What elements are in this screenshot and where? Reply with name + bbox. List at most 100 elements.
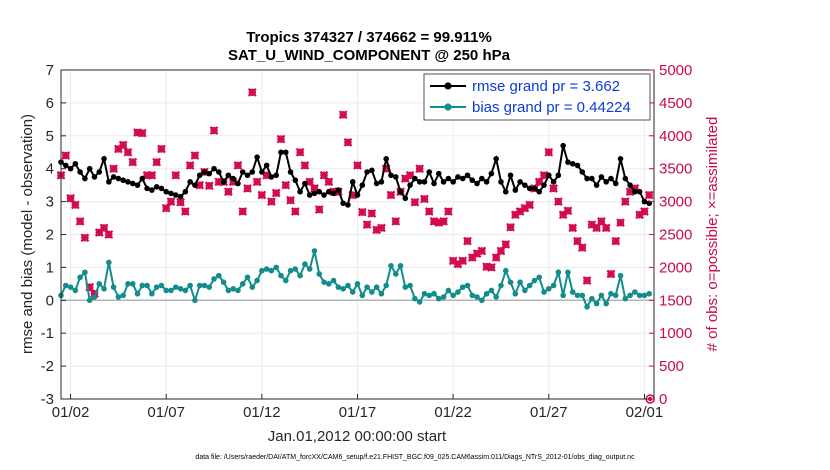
- obs-assimilated-point: [94, 228, 104, 237]
- obs-assimilated-point: [357, 207, 367, 217]
- obs-assimilated-point: [123, 147, 133, 157]
- right-tick-label: 1000: [659, 325, 692, 342]
- bias-point: [402, 284, 409, 290]
- obs-assimilated-point: [597, 216, 606, 226]
- bias-point: [426, 292, 433, 299]
- bias-point: [545, 285, 552, 292]
- bias-point: [364, 284, 370, 290]
- bias-point: [254, 277, 260, 284]
- rmse-point: [493, 156, 499, 162]
- bias-point: [115, 294, 122, 300]
- rmse-point: [67, 165, 74, 172]
- bias-point: [282, 277, 289, 284]
- bias-point: [134, 290, 141, 297]
- bias-point: [316, 271, 323, 277]
- obs-assimilated-point: [338, 110, 348, 120]
- bias-point: [388, 262, 394, 269]
- rmse-point: [603, 179, 609, 185]
- bias-point: [383, 282, 389, 289]
- obs-assimilated-point: [367, 209, 377, 218]
- rmse-point: [565, 159, 571, 165]
- bias-point: [531, 277, 538, 284]
- obs-assimilated-point: [243, 184, 252, 193]
- obs-assimilated-point: [80, 233, 90, 243]
- legend-box: [423, 73, 651, 121]
- obs-assimilated-point: [295, 147, 305, 157]
- bias-point: [96, 281, 103, 287]
- rmse-point: [302, 180, 308, 187]
- left-tick-label: 6: [46, 95, 54, 112]
- x-tick-label: 01/27: [530, 404, 568, 421]
- bias-point: [216, 272, 222, 279]
- rmse-point: [536, 188, 543, 195]
- bias-point: [479, 297, 485, 304]
- rmse-point: [550, 179, 557, 185]
- bias-point: [82, 269, 88, 276]
- obs-assimilated-point: [209, 126, 219, 135]
- bias-point: [608, 290, 614, 297]
- right-axis-ticks: 0 500 1000 1500 2000 2500 3000 3500 4000 4500 5000: [649, 62, 692, 408]
- left-tick-label: 1: [46, 259, 54, 276]
- bias-point: [522, 287, 528, 294]
- obs-assimilated-point: [128, 157, 138, 167]
- obs-assimilated-point: [644, 190, 654, 200]
- rmse-point: [62, 162, 69, 169]
- bias-point: [493, 294, 499, 300]
- bias-point: [359, 292, 366, 299]
- rmse-point: [469, 177, 476, 184]
- obs-assimilated-point: [180, 207, 190, 216]
- obs-assimilated-point: [386, 190, 396, 200]
- obs-assimilated-point: [233, 161, 243, 170]
- rmse-point: [287, 169, 294, 175]
- bias-point: [72, 287, 79, 294]
- bias-point: [459, 284, 466, 290]
- left-tick-label: 0: [46, 292, 54, 309]
- obs-assimilated-point: [420, 194, 429, 204]
- left-tick-label: 2: [46, 227, 54, 244]
- rmse-point: [163, 188, 170, 195]
- obs-assimilated-point: [324, 177, 334, 187]
- legend-rmse-label: rmse grand pr = 3.662: [472, 78, 620, 95]
- rmse-point: [82, 175, 88, 182]
- rmse-point: [192, 182, 198, 188]
- obs-assimilated-point: [147, 170, 157, 180]
- rmse-point: [144, 185, 150, 192]
- obs-assimilated-point: [487, 263, 496, 272]
- right-tick-label: 2500: [659, 227, 692, 244]
- obs-assimilated-point: [152, 157, 162, 167]
- obs-assimilated-point: [391, 216, 401, 226]
- obs-assimilated-point: [300, 161, 310, 170]
- bias-point: [407, 282, 413, 289]
- rmse-point: [244, 172, 251, 179]
- rmse-point: [249, 169, 256, 175]
- rmse-point: [474, 180, 480, 187]
- bias-point: [598, 292, 605, 299]
- obs-assimilated-point: [640, 207, 649, 216]
- obs-assimilated-point: [463, 236, 472, 246]
- right-tick-label: 3500: [659, 161, 692, 178]
- obs-assimilated-point: [525, 200, 535, 210]
- bias-point: [292, 266, 299, 272]
- rmse-point: [292, 177, 299, 184]
- x-axis-label: Jan.01,2012 00:00:00 start: [268, 428, 447, 445]
- bias-point: [349, 289, 356, 295]
- rmse-point: [177, 193, 184, 200]
- rmse-point: [77, 169, 83, 175]
- obs-assimilated-point: [61, 151, 71, 160]
- rmse-point: [579, 169, 586, 175]
- rmse-point: [125, 179, 131, 185]
- bias-point: [440, 294, 447, 300]
- rmse-point: [555, 172, 562, 179]
- rmse-point: [569, 160, 576, 167]
- rmse-point: [593, 182, 600, 188]
- rmse-point: [412, 175, 418, 182]
- right-tick-label: 500: [659, 358, 684, 375]
- bias-point: [369, 289, 375, 295]
- right-tick-label: 0: [659, 391, 667, 408]
- obs-assimilated-point: [195, 180, 205, 190]
- left-tick-label: 4: [46, 161, 54, 178]
- left-axis-label: rmse and bias (model - observation): [19, 114, 36, 354]
- bias-point: [230, 285, 236, 292]
- bias-point: [302, 261, 308, 267]
- bias-point: [187, 282, 193, 289]
